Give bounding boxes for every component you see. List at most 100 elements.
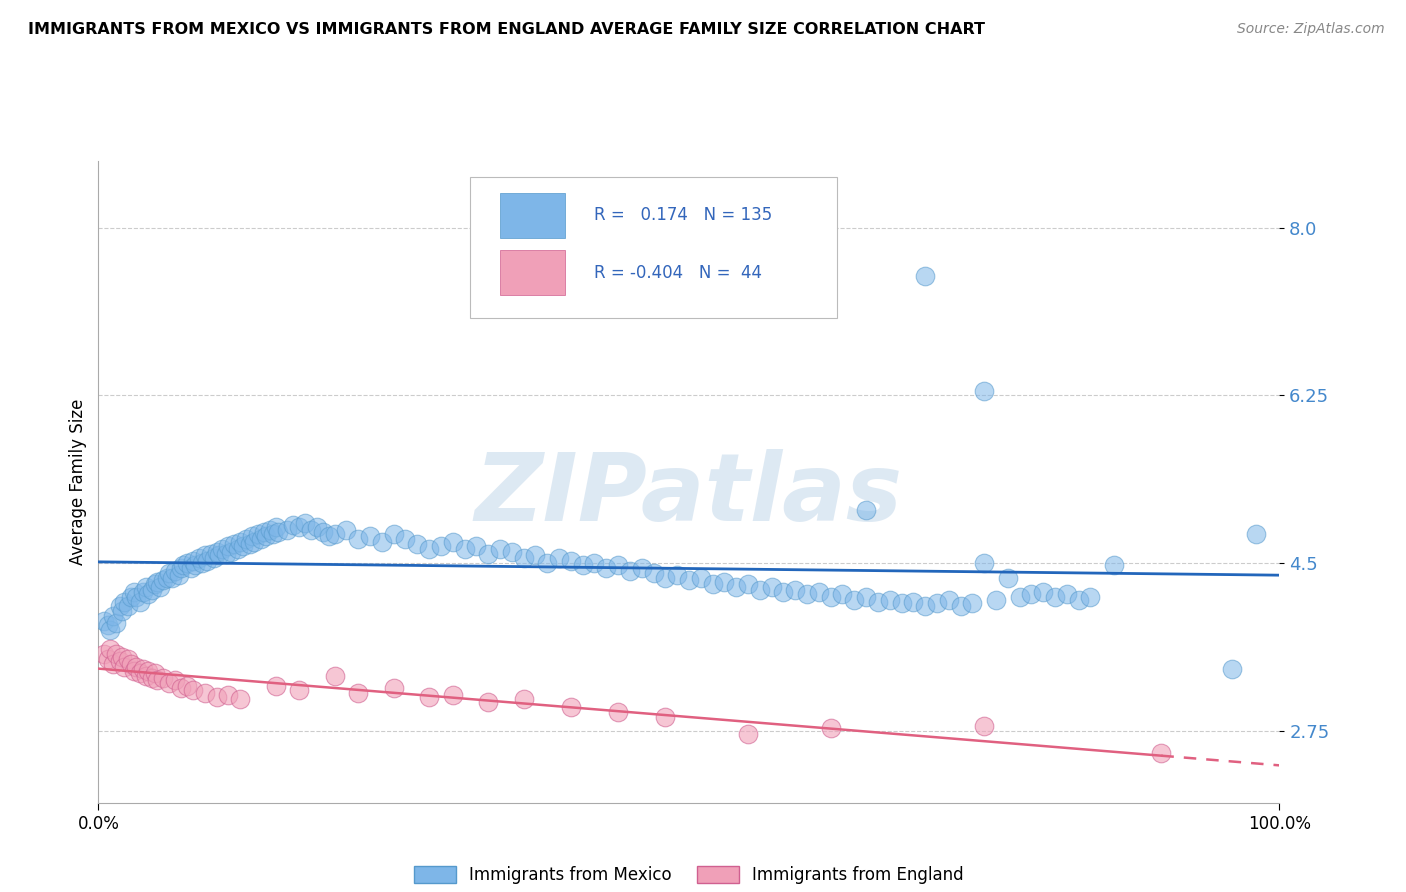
Point <box>371 535 394 549</box>
Point <box>524 549 547 563</box>
Point <box>122 585 145 599</box>
Point <box>335 523 357 537</box>
Point <box>112 659 135 673</box>
Point <box>108 599 131 614</box>
Point <box>418 690 440 705</box>
Point <box>654 570 676 584</box>
Point <box>689 570 711 584</box>
Point <box>984 592 1007 607</box>
Point <box>160 570 183 584</box>
Point <box>128 594 150 608</box>
Point <box>820 590 842 604</box>
Point <box>737 727 759 741</box>
Text: ZIPatlas: ZIPatlas <box>475 449 903 541</box>
Point <box>93 647 115 661</box>
Point <box>394 532 416 546</box>
Point <box>831 587 853 601</box>
Point <box>181 554 204 568</box>
Point <box>973 556 995 570</box>
Point <box>240 529 263 543</box>
Point <box>359 529 381 543</box>
Point <box>180 561 202 575</box>
Point <box>246 527 269 541</box>
Point <box>1021 587 1043 601</box>
Point <box>323 527 346 541</box>
Point <box>973 384 995 398</box>
Point <box>713 575 735 590</box>
Point <box>195 554 218 568</box>
Point <box>157 566 180 580</box>
Point <box>1032 585 1054 599</box>
Point <box>512 692 534 706</box>
Point <box>264 679 287 693</box>
Point <box>583 556 606 570</box>
Point <box>654 709 676 723</box>
Point <box>262 527 284 541</box>
Point <box>105 615 128 630</box>
FancyBboxPatch shape <box>471 177 837 318</box>
Point <box>299 523 322 537</box>
Point <box>135 669 157 683</box>
Point <box>418 541 440 556</box>
Point <box>167 567 190 582</box>
Point <box>117 652 139 666</box>
Point <box>141 582 163 597</box>
Point <box>879 592 901 607</box>
Point <box>157 676 180 690</box>
Point <box>170 681 193 695</box>
Bar <box>501 193 565 237</box>
Point <box>108 654 131 668</box>
Point <box>176 679 198 693</box>
Point <box>501 544 523 558</box>
Point <box>1008 590 1031 604</box>
Bar <box>501 251 565 295</box>
Point <box>1043 590 1066 604</box>
Point <box>820 721 842 735</box>
Point <box>231 539 253 553</box>
Point <box>441 535 464 549</box>
Point <box>560 700 582 714</box>
Point <box>382 681 405 695</box>
Point <box>294 516 316 530</box>
Point <box>855 590 877 604</box>
Point <box>219 544 242 558</box>
Point <box>619 564 641 578</box>
Point <box>962 596 984 610</box>
Point <box>1102 558 1125 572</box>
Point <box>489 541 512 556</box>
Point <box>1056 587 1078 601</box>
Point <box>890 596 912 610</box>
Point <box>1150 746 1173 760</box>
Point <box>181 682 204 697</box>
Point <box>643 566 665 580</box>
Point <box>949 599 972 614</box>
Point <box>156 570 179 584</box>
Point <box>630 561 652 575</box>
Point <box>152 671 174 685</box>
Point <box>224 537 246 551</box>
Point <box>132 662 155 676</box>
Point <box>725 580 748 594</box>
Point <box>772 585 794 599</box>
Point <box>97 652 120 666</box>
Point <box>607 558 630 572</box>
Point <box>187 551 209 566</box>
Point <box>914 599 936 614</box>
Point <box>323 669 346 683</box>
Point <box>93 614 115 628</box>
Point <box>253 525 276 540</box>
Point <box>176 556 198 570</box>
Point <box>382 527 405 541</box>
Point <box>191 556 214 570</box>
Point <box>172 558 194 572</box>
Point <box>111 604 134 618</box>
Point <box>143 666 166 681</box>
Point <box>170 561 193 575</box>
Point <box>807 585 830 599</box>
Point <box>536 556 558 570</box>
Point <box>132 585 155 599</box>
Point <box>128 666 150 681</box>
Point <box>229 692 252 706</box>
Point <box>235 532 257 546</box>
Point <box>748 582 770 597</box>
